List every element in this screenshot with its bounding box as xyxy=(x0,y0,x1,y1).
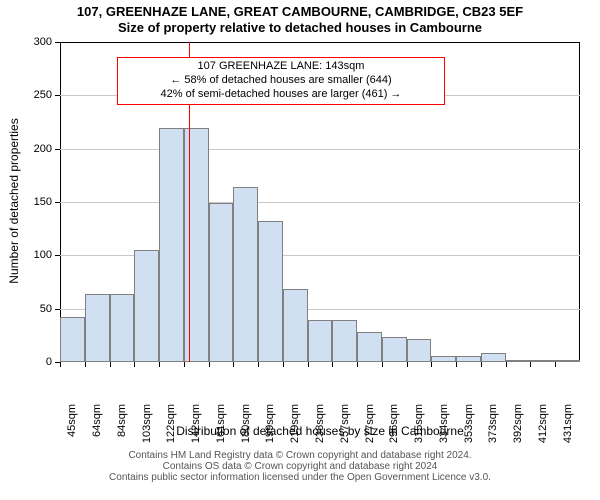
histogram-bar xyxy=(159,128,184,362)
histogram-bar xyxy=(357,332,382,362)
histogram-bar xyxy=(110,294,135,362)
xtick-label: 353sqm xyxy=(463,404,475,464)
xtick-label: 296sqm xyxy=(388,404,400,464)
histogram-bar xyxy=(283,289,308,362)
histogram-bar xyxy=(60,317,85,362)
ytick-label: 150 xyxy=(0,196,52,208)
title-line2: Size of property relative to detached ho… xyxy=(0,20,600,36)
footer-line3: Contains public sector information licen… xyxy=(0,472,600,483)
annotation-line: 42% of semi-detached houses are larger (… xyxy=(122,88,440,102)
histogram-bar xyxy=(134,250,159,362)
xtick-label: 180sqm xyxy=(240,404,252,464)
xtick-label: 412sqm xyxy=(537,404,549,464)
histogram-bar xyxy=(382,337,407,362)
chart-title: 107, GREENHAZE LANE, GREAT CAMBOURNE, CA… xyxy=(0,0,600,37)
histogram-bar xyxy=(184,128,209,362)
xtick-label: 315sqm xyxy=(413,404,425,464)
chart-container: 107, GREENHAZE LANE, GREAT CAMBOURNE, CA… xyxy=(0,0,600,500)
histogram-bar xyxy=(332,320,357,362)
xtick-label: 373sqm xyxy=(487,404,499,464)
histogram-bar xyxy=(530,360,555,362)
xtick-label: 199sqm xyxy=(264,404,276,464)
xtick-label: 219sqm xyxy=(289,404,301,464)
xtick-label: 257sqm xyxy=(339,404,351,464)
histogram-bar xyxy=(209,203,234,362)
plot-area: 107 GREENHAZE LANE: 143sqm← 58% of detac… xyxy=(60,42,580,362)
xtick-label: 334sqm xyxy=(438,404,450,464)
ytick-label: 250 xyxy=(0,89,52,101)
histogram-bar xyxy=(555,360,580,362)
histogram-bar xyxy=(481,353,506,362)
ytick-label: 100 xyxy=(0,249,52,261)
xtick-label: 431sqm xyxy=(562,404,574,464)
annotation-box: 107 GREENHAZE LANE: 143sqm← 58% of detac… xyxy=(117,57,445,104)
histogram-bar xyxy=(431,356,456,362)
xtick-label: 45sqm xyxy=(66,404,78,464)
title-line1: 107, GREENHAZE LANE, GREAT CAMBOURNE, CA… xyxy=(0,4,600,20)
xtick-label: 64sqm xyxy=(91,404,103,464)
annotation-line: ← 58% of detached houses are smaller (64… xyxy=(122,74,440,88)
ytick-label: 200 xyxy=(0,143,52,155)
xtick-label: 277sqm xyxy=(364,404,376,464)
xtick-label: 392sqm xyxy=(512,404,524,464)
ytick-label: 50 xyxy=(0,303,52,315)
histogram-bar xyxy=(407,339,432,362)
xtick-label: 84sqm xyxy=(116,404,128,464)
ytick-label: 0 xyxy=(0,356,52,368)
ytick-label: 300 xyxy=(0,36,52,48)
xtick-label: 103sqm xyxy=(141,404,153,464)
xtick-label: 161sqm xyxy=(215,404,227,464)
annotation-line: 107 GREENHAZE LANE: 143sqm xyxy=(122,60,440,74)
histogram-bar xyxy=(506,360,531,362)
xtick-label: 238sqm xyxy=(314,404,326,464)
histogram-bar xyxy=(308,320,333,362)
histogram-bar xyxy=(258,221,283,362)
histogram-bar xyxy=(456,356,481,362)
histogram-bar xyxy=(233,187,258,362)
histogram-bar xyxy=(85,294,110,362)
xtick-label: 122sqm xyxy=(165,404,177,464)
xtick-label: 142sqm xyxy=(190,404,202,464)
